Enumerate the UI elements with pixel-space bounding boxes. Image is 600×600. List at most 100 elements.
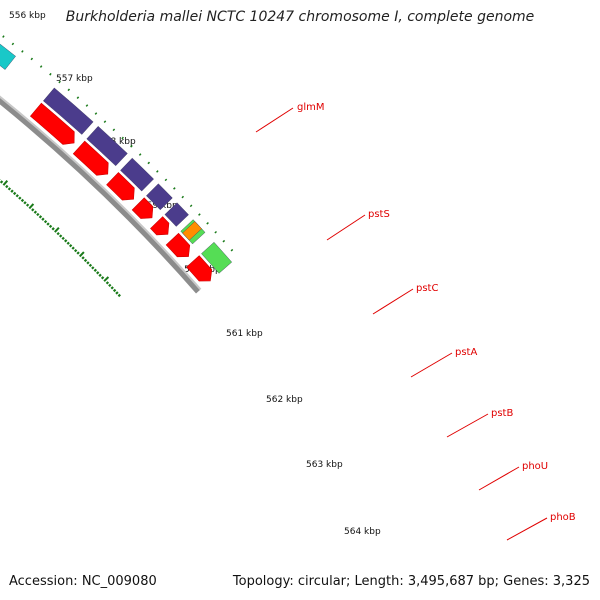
cds-arrow-10	[186, 255, 213, 282]
cog-segment-6	[120, 157, 154, 192]
scale-minor-tick	[5, 184, 9, 189]
cog-segment-3	[0, 43, 16, 70]
outer-tick	[164, 178, 168, 182]
cog-segment-10	[182, 221, 202, 241]
scale-minor-tick	[112, 288, 117, 293]
scale-minor-tick	[110, 286, 114, 290]
outer-tick	[147, 161, 151, 165]
outer-tick	[94, 112, 98, 115]
scale-minor-tick	[86, 261, 90, 265]
cds-track	[29, 102, 213, 282]
scale-minor-tick	[48, 224, 53, 229]
scale-minor-tick	[61, 236, 65, 241]
scale-minor-tick	[12, 191, 17, 196]
scale-label-562: 562 kbp	[266, 395, 303, 405]
outer-tick	[130, 144, 133, 148]
map-title: Burkholderia mallei NCTC 10247 chromosom…	[65, 9, 535, 25]
scale-label-557: 557 kbp	[56, 74, 93, 84]
outer-tick-track	[2, 35, 234, 252]
gene-leader-line-4	[410, 352, 453, 378]
scale-major-tick	[2, 180, 9, 186]
cog-segment-8	[164, 202, 189, 227]
scale-minor-tick	[36, 212, 40, 217]
gene-label-pstS[interactable]: pstS	[368, 209, 390, 220]
outer-tick	[67, 88, 71, 92]
scale-minor-tick	[115, 291, 119, 295]
gene-label-glmM[interactable]: glmM	[297, 102, 325, 113]
outer-tick	[222, 239, 226, 243]
outer-tick	[214, 230, 218, 234]
cog-segment-5	[86, 126, 128, 167]
scale-minor-tick	[76, 251, 80, 255]
gene-label-phoU[interactable]: phoU	[522, 461, 548, 472]
scale-minor-tick	[66, 241, 70, 245]
gene-label-pstB[interactable]: pstB	[491, 408, 513, 419]
scale-minor-tick	[74, 248, 78, 253]
outer-tick	[112, 128, 116, 132]
scale-minor-tick	[98, 273, 102, 277]
scale-minor-tick	[117, 293, 121, 298]
scale-label-563: 563 kbp	[306, 460, 343, 470]
backbone-highlight	[0, 95, 202, 291]
scale-minor-tick	[18, 196, 22, 200]
gene-leader-line-6	[478, 466, 520, 491]
scale-minor-tick	[41, 217, 45, 221]
outer-tick	[49, 72, 52, 76]
accession-text: Accession: NC_009080	[9, 574, 157, 589]
gene-leader-line-1	[255, 107, 294, 133]
gene-leader-line-3	[372, 288, 414, 315]
scale-major-tick	[78, 251, 85, 258]
outer-tick	[103, 120, 107, 124]
scale-minor-tick	[93, 268, 97, 272]
scale-major-tick	[54, 227, 60, 233]
scale-minor-tick	[105, 281, 110, 285]
outer-tick	[138, 153, 142, 156]
scale-minor-tick	[59, 234, 63, 238]
scale-minor-tick	[20, 198, 25, 203]
gene-labels: glmM pstS pstC pstA pstB phoU phoB	[297, 102, 576, 523]
scale-minor-tick	[81, 256, 85, 260]
outer-tick	[85, 104, 89, 107]
cds-arrow-6	[106, 172, 135, 201]
gene-label-phoB[interactable]: phoB	[550, 512, 576, 523]
outer-tick	[30, 57, 34, 61]
scale-label-556: 556 kbp	[9, 11, 46, 21]
gene-label-pstC[interactable]: pstC	[416, 283, 438, 294]
scale-minor-tick	[96, 271, 100, 275]
scale-minor-tick	[51, 227, 55, 231]
scale-minor-tick	[88, 263, 93, 267]
cds-arrow-8	[150, 216, 170, 236]
scale-minor-tick	[7, 187, 12, 191]
cds-arrow-5	[72, 140, 109, 176]
scale-label-561: 561 kbp	[226, 329, 263, 339]
outer-tick	[181, 195, 185, 199]
gene-leader-line-5	[446, 413, 489, 438]
chromosome-backbone	[0, 95, 202, 294]
gene-leader-line-2	[326, 214, 366, 241]
scale-minor-tick	[0, 180, 4, 184]
scale-minor-tick	[23, 201, 27, 205]
cds-arrow-4	[29, 102, 75, 145]
outer-tick	[121, 136, 124, 140]
scale-minor-tick	[83, 258, 88, 263]
gene-label-pstA[interactable]: pstA	[455, 347, 477, 358]
scale-minor-tick	[33, 210, 38, 214]
scale-label-564: 564 kbp	[344, 527, 381, 537]
cog-segment-4	[43, 87, 94, 135]
scale-minor-tick	[46, 222, 50, 226]
outer-tick	[76, 96, 80, 100]
cog-segment-7	[146, 183, 173, 211]
outer-tick	[173, 187, 176, 190]
scale-minor-tick	[91, 266, 95, 270]
scale-minor-tick	[38, 215, 43, 219]
outer-tick	[156, 170, 159, 173]
scale-minor-tick	[100, 276, 105, 280]
scale-minor-tick	[25, 203, 30, 207]
cog-segment-11	[201, 241, 233, 274]
backbone-line	[0, 98, 200, 294]
scale-minor-tick	[69, 244, 73, 248]
outer-tick	[230, 248, 234, 252]
cds-arrow-7	[131, 197, 154, 219]
outer-tick	[198, 213, 201, 216]
